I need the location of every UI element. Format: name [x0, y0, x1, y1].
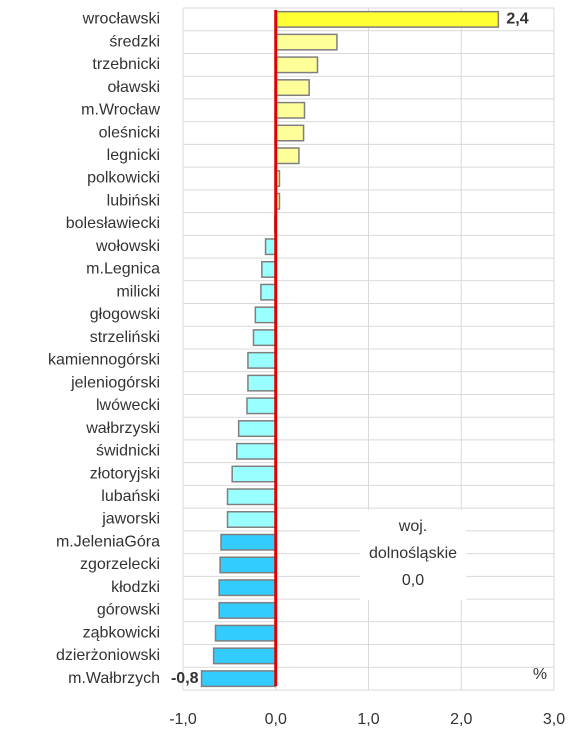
category-label: kłodzki [111, 579, 160, 596]
value-label: 2,4 [506, 11, 528, 28]
bar [226, 488, 277, 506]
category-label: legnicki [107, 147, 160, 164]
category-label: kamiennogórski [48, 352, 160, 369]
unit-label: % [533, 666, 547, 683]
bar [226, 511, 277, 528]
category-label: polkowicki [87, 170, 160, 187]
bar [246, 397, 277, 415]
bar [275, 10, 500, 28]
category-label: m.Wałbrzych [68, 670, 160, 687]
bar [264, 238, 277, 256]
value-label: -0,8 [171, 670, 199, 687]
bar [237, 420, 277, 438]
bar [260, 283, 277, 301]
bar [261, 260, 277, 278]
bar [218, 601, 277, 619]
bar [200, 670, 277, 688]
bar [247, 351, 277, 369]
x-tick-label: 3,0 [543, 711, 565, 728]
annotation: woj. [398, 518, 427, 535]
category-label: górowski [97, 602, 160, 619]
annotation: 0,0 [402, 572, 424, 589]
category-label: lwówecki [96, 397, 160, 414]
category-label: oleśnicki [99, 124, 160, 141]
category-label: świdnicki [96, 443, 160, 460]
category-label: jaworski [101, 511, 160, 528]
bar [247, 374, 277, 392]
annotation: dolnośląskie [369, 545, 457, 562]
category-label: wałbrzyski [85, 420, 160, 437]
bar [275, 33, 338, 51]
category-label: ząbkowicki [83, 624, 160, 641]
category-label: średzki [109, 33, 160, 50]
category-label: wrocławski [82, 11, 160, 28]
category-label: zgorzelecki [80, 556, 160, 573]
category-label: m.Legnica [86, 261, 160, 278]
category-label: strzeliński [90, 329, 160, 346]
bar [275, 101, 306, 119]
category-label: lubański [101, 488, 160, 505]
bar [254, 306, 277, 324]
x-tick-label: 0,0 [265, 711, 287, 728]
bar [275, 147, 300, 165]
bar [218, 579, 277, 597]
category-label: dzierżoniowski [56, 647, 160, 664]
bar [220, 533, 277, 551]
bar [214, 624, 277, 642]
category-label: złotoryjski [90, 465, 160, 482]
x-tick-label: 2,0 [450, 711, 472, 728]
bar [231, 465, 277, 483]
category-label: bolesławiecki [66, 215, 160, 232]
bar [236, 442, 277, 460]
bar [252, 329, 277, 347]
category-label: głogowski [90, 306, 160, 323]
bar [275, 56, 319, 74]
category-label: lubiński [107, 192, 160, 209]
annotation-box [360, 510, 466, 600]
x-tick-label: -1,0 [169, 711, 197, 728]
category-label: oławski [108, 79, 160, 96]
category-label: jeleniogórski [70, 374, 160, 391]
category-label: m.Wrocław [81, 102, 160, 119]
x-tick-label: 1,0 [357, 711, 379, 728]
bar [212, 647, 277, 665]
bar [275, 124, 305, 142]
category-label: wołowski [95, 238, 160, 255]
category-label: trzebnicki [92, 56, 160, 73]
category-label: m.JeleniaGóra [56, 533, 160, 550]
bar [219, 556, 277, 574]
category-label: milicki [116, 283, 160, 300]
bar [275, 79, 310, 97]
